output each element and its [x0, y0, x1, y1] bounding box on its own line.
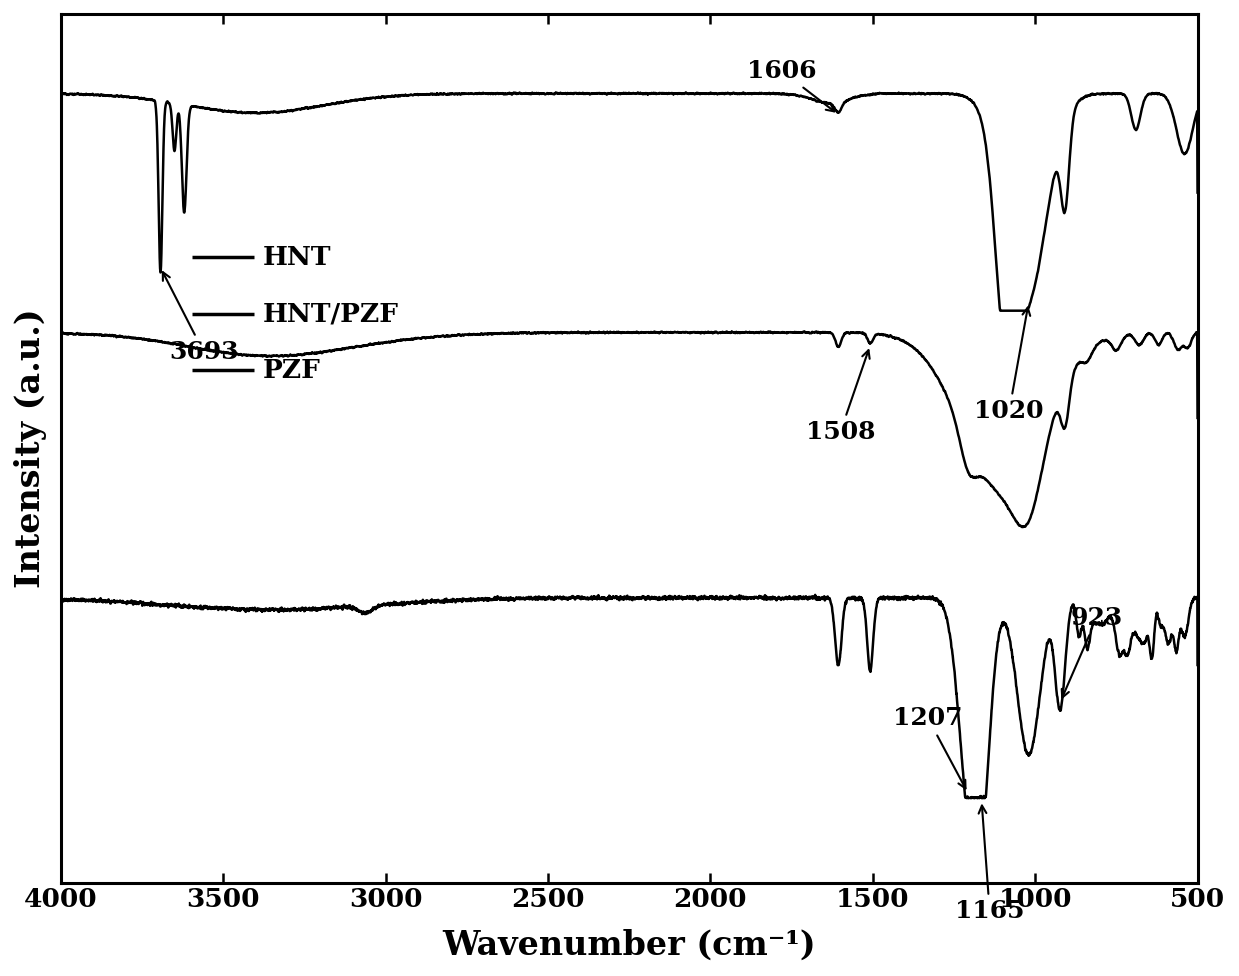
Text: PZF: PZF — [263, 357, 321, 383]
Text: 923: 923 — [1062, 606, 1123, 698]
Text: HNT: HNT — [263, 245, 332, 269]
X-axis label: Wavenumber (cm⁻¹): Wavenumber (cm⁻¹) — [442, 929, 817, 962]
Text: 1020: 1020 — [974, 307, 1044, 423]
Text: 3693: 3693 — [162, 272, 238, 364]
Text: 1508: 1508 — [805, 350, 875, 444]
Y-axis label: Intensity (a.u.): Intensity (a.u.) — [14, 308, 47, 589]
Text: 1165: 1165 — [955, 805, 1025, 923]
Text: 1207: 1207 — [893, 707, 965, 789]
Text: HNT/PZF: HNT/PZF — [263, 301, 399, 326]
Text: 1606: 1606 — [747, 60, 834, 111]
